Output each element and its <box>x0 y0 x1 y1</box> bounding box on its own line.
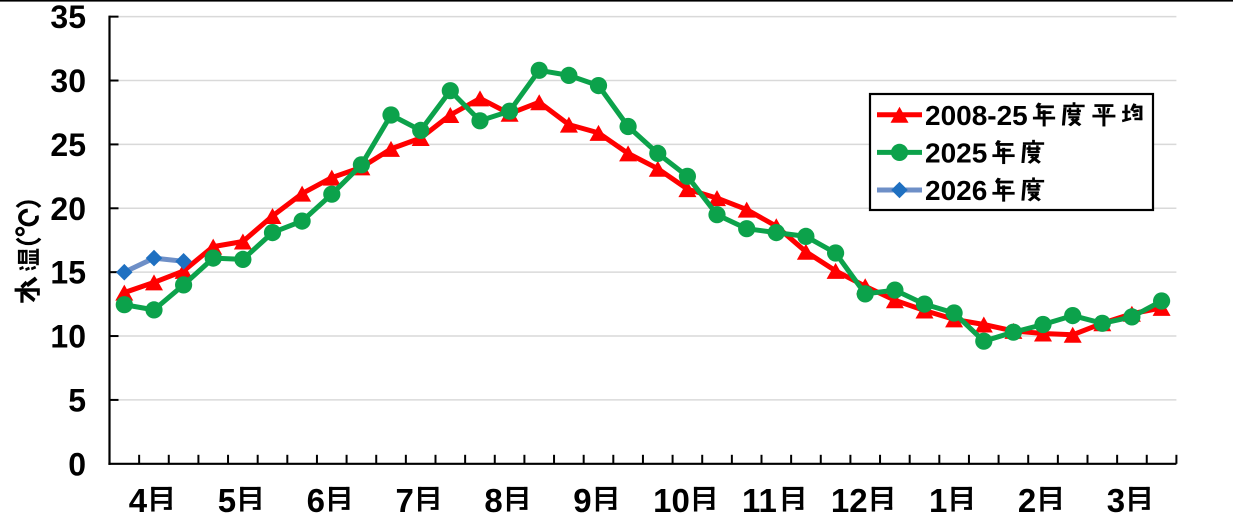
svg-text:35: 35 <box>50 0 86 35</box>
svg-text:10: 10 <box>50 319 86 355</box>
svg-text:15: 15 <box>50 255 86 291</box>
svg-text:12: 12 <box>831 482 868 519</box>
svg-text:3: 3 <box>1107 482 1125 519</box>
svg-text:9: 9 <box>573 482 591 519</box>
svg-text:10: 10 <box>653 482 690 519</box>
svg-text:25: 25 <box>50 127 86 163</box>
svg-text:20: 20 <box>50 191 86 227</box>
svg-text:2026: 2026 <box>925 175 987 206</box>
svg-text:1: 1 <box>929 482 947 519</box>
svg-text:4: 4 <box>129 482 148 519</box>
svg-text:11: 11 <box>742 482 777 519</box>
svg-text:2025: 2025 <box>925 137 987 168</box>
svg-text:7: 7 <box>396 482 414 519</box>
svg-text:5: 5 <box>218 482 236 519</box>
svg-text:2: 2 <box>1018 482 1036 519</box>
svg-text:8: 8 <box>484 482 502 519</box>
svg-text:5: 5 <box>68 382 86 418</box>
svg-text:6: 6 <box>307 482 325 519</box>
svg-text:2008-25: 2008-25 <box>925 100 1028 131</box>
svg-text:30: 30 <box>50 63 86 99</box>
svg-text:0: 0 <box>68 446 86 482</box>
